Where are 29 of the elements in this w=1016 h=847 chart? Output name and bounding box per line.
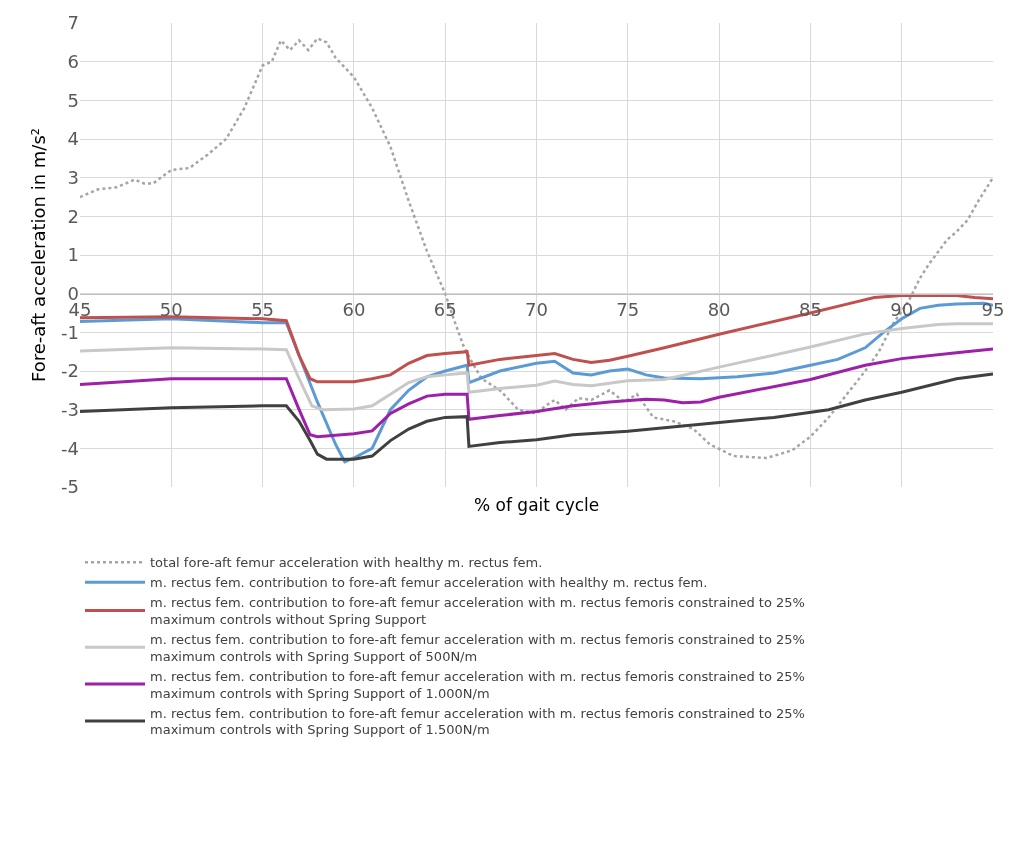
x-tick-label: 95 xyxy=(981,299,1005,321)
x-tick-label: 50 xyxy=(159,299,183,321)
y-tick-label: -3 xyxy=(61,398,79,420)
x-tick-label: 55 xyxy=(251,299,275,321)
y-tick-label: -1 xyxy=(61,321,79,343)
line-series xyxy=(80,347,993,439)
x-tick-label: 90 xyxy=(890,299,914,321)
x-axis-title: % of gait cycle xyxy=(474,495,600,515)
legend-label: total fore-aft femur acceleration with healthy m. rectus fem. xyxy=(150,555,543,571)
x-tick-label: 70 xyxy=(525,299,548,321)
y-tick-label: 2 xyxy=(67,205,79,227)
y-tick-label: 7 xyxy=(67,12,79,34)
y-tick-label: -4 xyxy=(61,437,79,459)
x-tick-label: 65 xyxy=(433,299,457,321)
line-series xyxy=(80,372,993,461)
y-tick-label: 1 xyxy=(67,244,79,266)
y-tick-label: -2 xyxy=(61,360,79,382)
x-tick-label: 60 xyxy=(342,299,366,321)
y-tick-label: 6 xyxy=(67,50,79,72)
y-tick-label: 4 xyxy=(67,128,79,150)
y-tick-label: 5 xyxy=(67,89,79,111)
x-tick-label: 75 xyxy=(616,299,640,321)
y-tick-label: 3 xyxy=(67,166,79,188)
legend-label: m. rectus fem. contribution to fore-aft femur acceleration with m. rectus femoris constrained to 25% maximum controls with Spring Support of 1.500N/m xyxy=(150,705,805,738)
y-axis-title: Fore-aft acceleration in m/s² xyxy=(28,127,50,383)
line-series xyxy=(80,322,993,412)
legend-label: m. rectus fem. contribution to fore-aft femur acceleration with healthy m. rectus fem. xyxy=(150,575,708,591)
y-tick-label: -5 xyxy=(61,476,79,498)
x-tick-label: 80 xyxy=(707,299,731,321)
